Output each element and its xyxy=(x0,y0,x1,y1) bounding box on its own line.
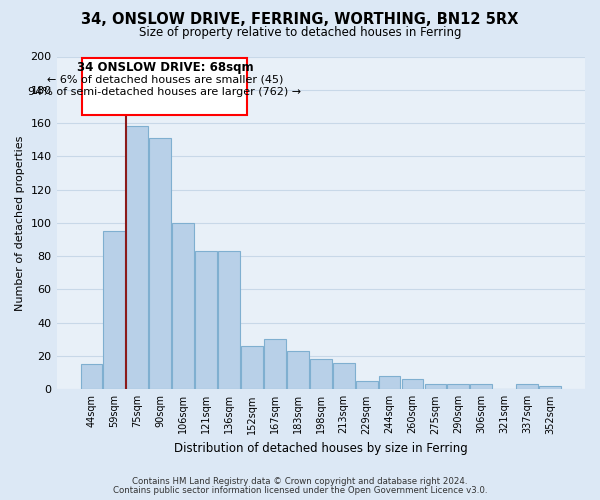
Bar xyxy=(241,346,263,390)
Text: Contains HM Land Registry data © Crown copyright and database right 2024.: Contains HM Land Registry data © Crown c… xyxy=(132,477,468,486)
Bar xyxy=(470,384,492,390)
Bar xyxy=(448,384,469,390)
Text: Contains public sector information licensed under the Open Government Licence v3: Contains public sector information licen… xyxy=(113,486,487,495)
Bar xyxy=(218,251,240,390)
FancyBboxPatch shape xyxy=(82,58,247,114)
Bar xyxy=(127,126,148,390)
Bar xyxy=(310,360,332,390)
Bar xyxy=(356,381,377,390)
Bar xyxy=(401,380,424,390)
Text: 94% of semi-detached houses are larger (762) →: 94% of semi-detached houses are larger (… xyxy=(28,88,301,98)
Bar xyxy=(425,384,446,390)
Text: 34, ONSLOW DRIVE, FERRING, WORTHING, BN12 5RX: 34, ONSLOW DRIVE, FERRING, WORTHING, BN1… xyxy=(82,12,518,28)
Text: Size of property relative to detached houses in Ferring: Size of property relative to detached ho… xyxy=(139,26,461,39)
Y-axis label: Number of detached properties: Number of detached properties xyxy=(15,135,25,310)
Bar xyxy=(80,364,103,390)
Bar xyxy=(333,362,355,390)
Bar xyxy=(379,376,400,390)
Bar xyxy=(149,138,171,390)
Text: 34 ONSLOW DRIVE: 68sqm: 34 ONSLOW DRIVE: 68sqm xyxy=(77,62,253,74)
Bar xyxy=(264,340,286,390)
Bar xyxy=(516,384,538,390)
Bar xyxy=(195,251,217,390)
X-axis label: Distribution of detached houses by size in Ferring: Distribution of detached houses by size … xyxy=(174,442,467,455)
Bar xyxy=(103,231,125,390)
Bar xyxy=(539,386,561,390)
Text: ← 6% of detached houses are smaller (45): ← 6% of detached houses are smaller (45) xyxy=(47,75,283,85)
Bar xyxy=(172,223,194,390)
Bar xyxy=(287,351,309,390)
